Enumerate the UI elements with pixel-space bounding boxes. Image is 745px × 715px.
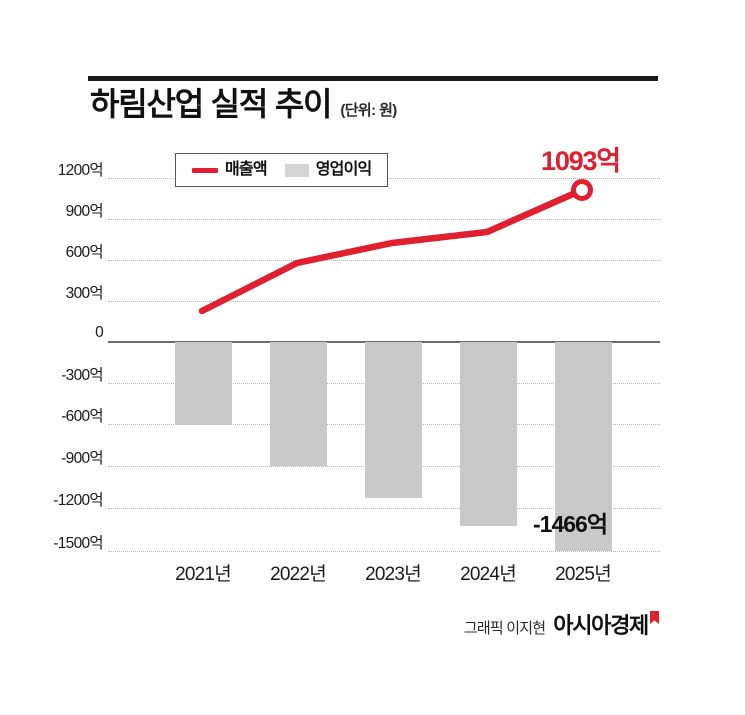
legend-label-revenue: 매출액 xyxy=(225,161,268,178)
ytick-600: 600억 xyxy=(0,244,104,263)
gridline-minus1200 xyxy=(108,508,660,509)
xtick-2023: 2023년 xyxy=(365,564,422,585)
xtick-2025: 2025년 xyxy=(555,564,612,585)
ytick-label: -300억 xyxy=(61,367,103,384)
ytick-minus1200: -1200억 xyxy=(0,493,103,511)
ytick-label: 900억 xyxy=(65,203,104,220)
bar-2022-operating-profit xyxy=(270,342,327,466)
ytick-300: 300억 xyxy=(0,285,104,304)
credit-graphic-by: 그래픽 이지현 xyxy=(463,620,546,637)
header-rule xyxy=(88,76,658,81)
ytick-label: 300억 xyxy=(65,285,104,302)
brand-flag-icon xyxy=(650,611,659,624)
gridline-900 xyxy=(108,219,660,220)
ytick-minus300: -300억 xyxy=(0,368,103,386)
credit-block: 그래픽 이지현 아시아경제 xyxy=(464,608,659,640)
legend-item-operating-profit: 영업이익 xyxy=(284,161,372,178)
xtick-2022: 2022년 xyxy=(270,564,327,585)
ytick-label: 600억 xyxy=(65,244,104,261)
bar-2021-operating-profit xyxy=(175,342,232,425)
credit-brand-text: 아시아경제 xyxy=(553,613,649,638)
bar-2024-operating-profit xyxy=(460,342,517,526)
revenue-line-path xyxy=(198,186,586,315)
ytick-label: 0 xyxy=(95,324,104,341)
ytick-label: -600억 xyxy=(61,408,103,425)
xtick-2021: 2021년 xyxy=(175,564,232,585)
bar-swatch-icon xyxy=(284,163,309,177)
chart-legend: 매출액 영업이익 xyxy=(175,153,389,187)
ytick-minus1500: -1500억 xyxy=(0,536,103,554)
ytick-label: -1200억 xyxy=(53,492,103,509)
ytick-minus900: -900억 xyxy=(0,451,103,469)
legend-item-revenue: 매출액 xyxy=(192,161,268,178)
ytick-label: -1500억 xyxy=(53,535,103,552)
legend-label-operating-profit: 영업이익 xyxy=(315,161,372,178)
gridline-600 xyxy=(108,260,660,261)
bar-2025-operating-profit xyxy=(555,342,612,551)
xtick-2024: 2024년 xyxy=(460,564,517,585)
ytick-900: 900억 xyxy=(0,203,104,222)
ytick-minus600: -600억 xyxy=(0,409,103,427)
revenue-endpoint-marker xyxy=(571,179,593,201)
chart-title-block: 하림산업 실적 추이 (단위: 원) xyxy=(90,88,397,120)
title-unit-note: (단위: 원) xyxy=(340,102,397,119)
operating-profit-value-callout: -1466억 xyxy=(533,511,608,537)
ytick-zero: 0 xyxy=(0,324,104,343)
revenue-value-callout: 1093억 xyxy=(541,146,621,176)
line-swatch-icon xyxy=(192,167,218,173)
ytick-label: 1200억 xyxy=(57,162,104,179)
ytick-1200: 1200억 xyxy=(0,162,104,181)
gridline-300 xyxy=(108,301,660,302)
page-title: 하림산업 실적 추이 xyxy=(90,86,333,122)
bar-2023-operating-profit xyxy=(365,342,422,498)
credit-brand: 아시아경제 xyxy=(553,608,659,640)
gridline-minus1500 xyxy=(108,551,660,552)
ytick-label: -900억 xyxy=(61,450,103,467)
